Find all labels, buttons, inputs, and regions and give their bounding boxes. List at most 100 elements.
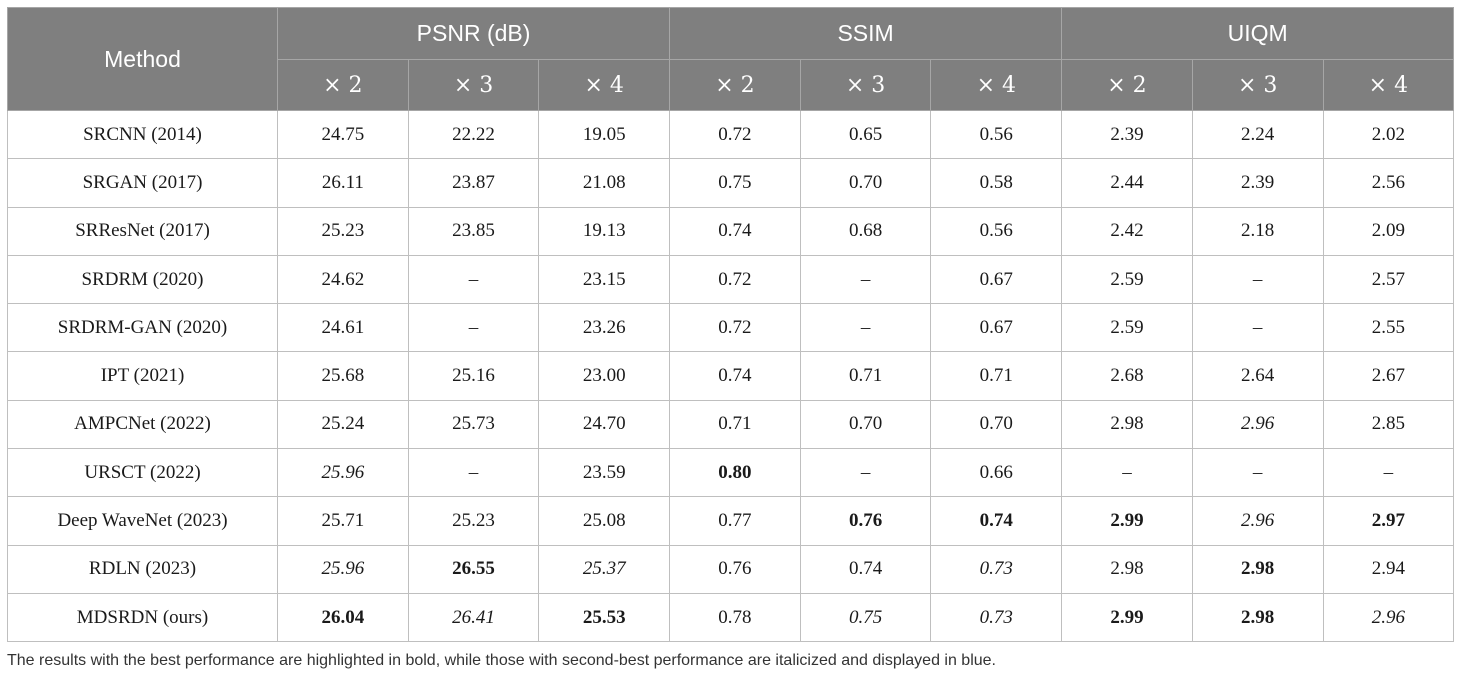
value-cell: 23.87 <box>407 158 540 208</box>
value-cell: 0.73 <box>930 544 1063 594</box>
value-cell: 2.99 <box>1061 592 1193 643</box>
method-cell: MDSRDN (ours) <box>7 592 278 643</box>
value-cell: 0.66 <box>930 448 1063 498</box>
value-cell: 2.68 <box>1061 351 1193 401</box>
value-cell: 2.18 <box>1191 206 1324 256</box>
scale-header: × 2 <box>669 59 801 111</box>
value-cell: 2.85 <box>1322 399 1455 450</box>
value-cell: 2.97 <box>1322 496 1455 546</box>
value-cell: 23.00 <box>538 351 671 401</box>
method-cell: RDLN (2023) <box>7 544 278 594</box>
scale-header: × 4 <box>1322 59 1455 111</box>
value-cell: 0.72 <box>669 254 801 305</box>
value-cell: 19.05 <box>538 109 671 160</box>
value-cell: 0.78 <box>669 592 801 643</box>
value-cell: 0.74 <box>669 206 801 256</box>
value-cell: – <box>1191 254 1324 305</box>
value-cell: – <box>799 303 932 353</box>
value-cell: 24.62 <box>277 254 409 305</box>
value-cell: 2.09 <box>1322 206 1455 256</box>
value-cell: 0.72 <box>669 109 801 160</box>
value-cell: 2.39 <box>1191 158 1324 208</box>
table-row: Deep WaveNet (2023) 25.71 25.23 25.08 0.77 0.… <box>7 496 1455 546</box>
value-cell: 2.98 <box>1191 544 1324 594</box>
value-cell: 2.39 <box>1061 109 1193 160</box>
value-cell: 25.23 <box>407 496 540 546</box>
value-cell: 24.70 <box>538 399 671 450</box>
value-cell: 0.75 <box>669 158 801 208</box>
value-cell: 2.59 <box>1061 254 1193 305</box>
value-cell: 23.59 <box>538 448 671 498</box>
value-cell: 2.24 <box>1191 109 1324 160</box>
results-table-container: Method PSNR (dB) SSIM UIQM × 2 × 3 × 4 ×… <box>7 7 1455 643</box>
method-cell: SRCNN (2014) <box>7 109 278 160</box>
value-cell: 26.04 <box>277 592 409 643</box>
table-row: SRDRM-GAN (2020) 24.61–23.26 0.72–0.67 2.59… <box>7 303 1455 353</box>
method-header: Method <box>7 7 278 111</box>
value-cell: – <box>407 254 540 305</box>
table-row: MDSRDN (ours) 26.04 26.41 25.53 0.78 0.75 0.73… <box>7 592 1455 643</box>
value-cell: 0.67 <box>930 303 1063 353</box>
value-cell: – <box>1322 448 1455 498</box>
value-cell: 24.61 <box>277 303 409 353</box>
value-cell: 26.55 <box>407 544 540 594</box>
table-row: URSCT (2022) 25.96–23.59 0.80–0.66– – – <box>7 448 1455 498</box>
method-cell: URSCT (2022) <box>7 448 278 498</box>
value-cell: 19.13 <box>538 206 671 256</box>
method-cell: Deep WaveNet (2023) <box>7 496 278 546</box>
value-cell: 25.16 <box>407 351 540 401</box>
value-cell: 2.44 <box>1061 158 1193 208</box>
value-cell: 25.53 <box>538 592 671 643</box>
table-row: IPT (2021) 25.68 25.16 23.00 0.74 0.71 0.71 2.6… <box>7 351 1455 401</box>
scale-header: × 2 <box>277 59 409 111</box>
value-cell: 0.72 <box>669 303 801 353</box>
value-cell: 25.68 <box>277 351 409 401</box>
value-cell: 0.76 <box>669 544 801 594</box>
results-table: Method PSNR (dB) SSIM UIQM × 2 × 3 × 4 ×… <box>7 7 1455 643</box>
value-cell: – <box>1061 448 1193 498</box>
value-cell: 25.37 <box>538 544 671 594</box>
value-cell: 0.70 <box>799 399 932 450</box>
value-cell: 23.15 <box>538 254 671 305</box>
value-cell: 0.71 <box>930 351 1063 401</box>
table-row: SRDRM (2020) 24.62–23.15 0.72–0.67 2.59–2.5… <box>7 254 1455 305</box>
value-cell: 0.68 <box>799 206 932 256</box>
value-cell: 0.58 <box>930 158 1063 208</box>
value-cell: 2.02 <box>1322 109 1455 160</box>
value-cell: – <box>407 448 540 498</box>
value-cell: 23.26 <box>538 303 671 353</box>
value-cell: 2.56 <box>1322 158 1455 208</box>
value-cell: 25.24 <box>277 399 409 450</box>
value-cell: – <box>407 303 540 353</box>
value-cell: 25.08 <box>538 496 671 546</box>
psnr-header: PSNR (dB) <box>276 7 671 60</box>
method-cell: SRGAN (2017) <box>7 158 278 208</box>
value-cell: 2.96 <box>1322 592 1455 643</box>
value-cell: 25.73 <box>407 399 540 450</box>
value-cell: 2.55 <box>1322 303 1455 353</box>
table-row: SRGAN (2017) 26.11 23.87 21.08 0.75 0.70 0.58 2… <box>7 158 1455 208</box>
value-cell: 25.96 <box>277 448 409 498</box>
value-cell: – <box>1191 303 1324 353</box>
value-cell: 0.76 <box>799 496 932 546</box>
value-cell: – <box>1191 448 1324 498</box>
value-cell: 22.22 <box>407 109 540 160</box>
value-cell: 0.74 <box>669 351 801 401</box>
table-row: SRResNet (2017) 25.23 23.85 19.13 0.74 0.68 0.… <box>7 206 1455 256</box>
value-cell: 0.70 <box>930 399 1063 450</box>
value-cell: 0.56 <box>930 206 1063 256</box>
scale-header: × 4 <box>930 59 1063 111</box>
method-cell: SRDRM-GAN (2020) <box>7 303 278 353</box>
table-caption: The results with the best performance ar… <box>7 652 996 669</box>
table-row: RDLN (2023) 25.96 26.55 25.37 0.76 0.74 0.73 2.… <box>7 544 1455 594</box>
value-cell: 26.11 <box>277 158 409 208</box>
value-cell: 0.74 <box>799 544 932 594</box>
value-cell: 2.99 <box>1061 496 1193 546</box>
value-cell: 21.08 <box>538 158 671 208</box>
value-cell: 0.71 <box>799 351 932 401</box>
scale-header: × 2 <box>1061 59 1193 111</box>
value-cell: 0.80 <box>669 448 801 498</box>
value-cell: 0.67 <box>930 254 1063 305</box>
value-cell: 0.75 <box>799 592 932 643</box>
value-cell: 2.42 <box>1061 206 1193 256</box>
